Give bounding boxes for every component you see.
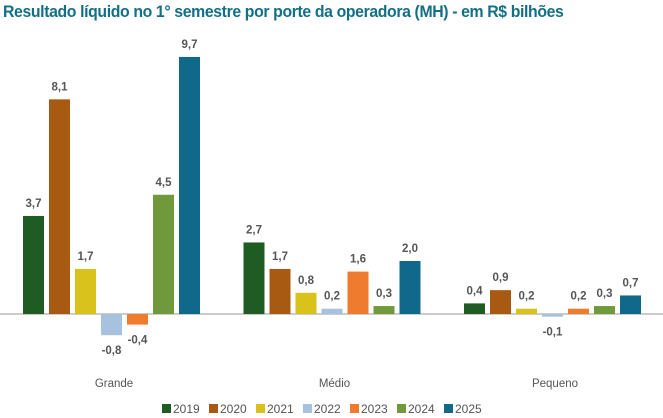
legend-label: 2024: [408, 402, 435, 416]
bar-grande-2022: [101, 314, 122, 336]
data-label: 3,7: [26, 198, 42, 210]
chart-title: Resultado líquido no 1° semestre por por…: [3, 2, 564, 21]
legend-label: 2023: [361, 402, 388, 416]
bar-médio-2022: [321, 308, 343, 314]
bar-pequeno-2021: [516, 308, 537, 314]
bar-médio-2020: [269, 268, 291, 314]
data-label: 0,3: [376, 288, 392, 300]
data-label: 0,2: [519, 291, 535, 303]
bar-pequeno-2024: [594, 306, 615, 314]
category-label: Grande: [95, 378, 133, 390]
bar-grande-2024: [153, 194, 174, 314]
bar-grande-2020: [49, 99, 70, 314]
data-label: 0,9: [493, 272, 509, 284]
bar-grande-2025: [179, 56, 200, 314]
data-label: 4,5: [156, 177, 173, 189]
data-label: 0,3: [597, 288, 613, 300]
legend-label: 2020: [220, 402, 247, 416]
bar-pequeno-2025: [620, 295, 641, 314]
bar-pequeno-2019: [464, 303, 485, 314]
bar-médio-2025: [399, 261, 421, 314]
bar-médio-2021: [295, 292, 317, 314]
bar-médio-2019: [243, 242, 265, 314]
bar-grande-2023: [127, 314, 148, 325]
data-label: 1,6: [350, 254, 366, 266]
bar-grande-2019: [23, 215, 44, 314]
legend-label: 2019: [173, 402, 200, 416]
data-label: 0,2: [571, 291, 587, 303]
bar-pequeno-2022: [542, 314, 563, 317]
legend-swatch-2022: [303, 404, 312, 413]
data-label: -0,4: [128, 335, 148, 347]
legend-label: 2021: [267, 402, 294, 416]
data-label: 1,7: [78, 251, 94, 263]
legend-swatch-2021: [256, 404, 265, 413]
data-label: -0,1: [543, 327, 563, 339]
category-label: Pequeno: [532, 378, 578, 390]
data-label: 2,7: [246, 224, 262, 236]
data-label: 2,0: [402, 243, 418, 255]
data-label: 8,1: [52, 81, 69, 93]
data-label: 0,8: [298, 275, 315, 287]
legend-swatch-2020: [209, 404, 218, 413]
legend-label: 2025: [455, 402, 482, 416]
category-label: Médio: [319, 378, 350, 390]
legend-label: 2022: [314, 402, 341, 416]
data-label: 0,7: [623, 277, 639, 289]
legend-swatch-2024: [397, 404, 406, 413]
bar-médio-2023: [347, 271, 369, 314]
data-label: 0,4: [467, 285, 484, 297]
data-label: 0,2: [324, 291, 340, 303]
data-label: 9,7: [182, 39, 198, 51]
legend-swatch-2025: [444, 404, 453, 413]
data-label: -0,8: [102, 345, 122, 357]
legend-swatch-2023: [350, 404, 359, 413]
bar-pequeno-2020: [490, 290, 511, 314]
bar-grande-2021: [75, 268, 96, 314]
legend-swatch-2019: [162, 404, 171, 413]
bar-médio-2024: [373, 306, 395, 314]
data-label: 1,7: [272, 251, 288, 263]
bar-pequeno-2023: [568, 308, 589, 314]
